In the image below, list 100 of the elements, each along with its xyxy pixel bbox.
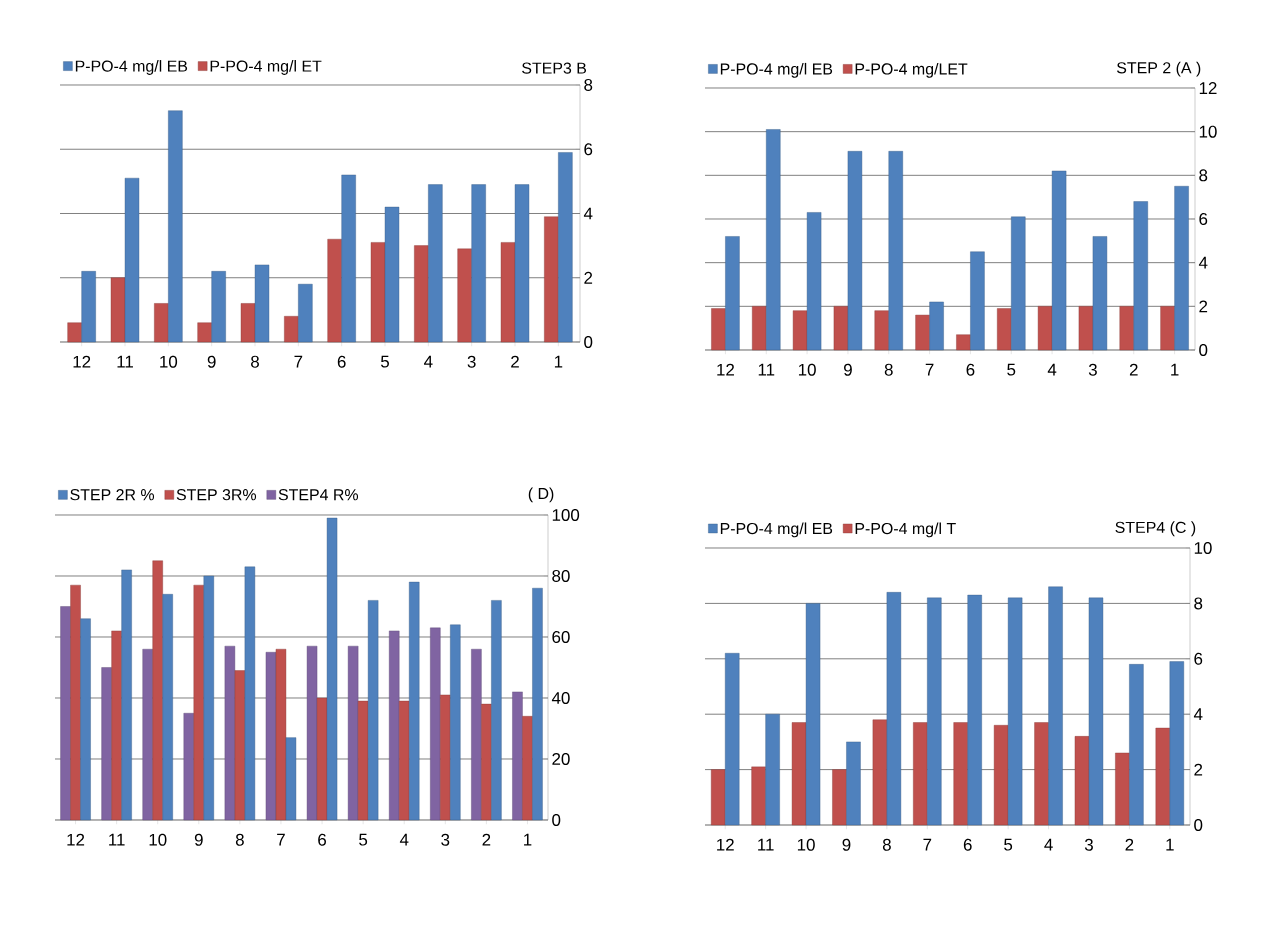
bar bbox=[514, 184, 530, 343]
bar bbox=[725, 236, 740, 351]
bar bbox=[872, 719, 888, 826]
bar bbox=[70, 584, 81, 821]
x-tick-label: 12 bbox=[717, 363, 734, 376]
bar bbox=[254, 264, 270, 343]
x-tick-label: 4 bbox=[1047, 363, 1057, 376]
bar bbox=[193, 584, 204, 821]
bar bbox=[244, 566, 256, 821]
y-tick-label: 2 bbox=[1194, 763, 1203, 776]
bar bbox=[993, 725, 1009, 826]
chart-title: STEP 2 (A ) bbox=[1116, 61, 1201, 77]
bar bbox=[792, 310, 808, 351]
y-tick-label: 6 bbox=[1194, 652, 1203, 665]
bar bbox=[285, 737, 297, 821]
bar bbox=[481, 703, 492, 821]
bar bbox=[1160, 306, 1175, 351]
x-tick-label: 1 bbox=[524, 833, 532, 846]
bar bbox=[1129, 664, 1144, 826]
bar bbox=[357, 700, 369, 821]
y-tick-label: 20 bbox=[552, 753, 570, 765]
bar bbox=[162, 594, 173, 821]
bar bbox=[752, 306, 767, 351]
bar bbox=[341, 174, 356, 343]
bar bbox=[1115, 752, 1130, 826]
bar bbox=[997, 308, 1012, 351]
bar bbox=[1169, 661, 1184, 826]
bar bbox=[399, 700, 410, 821]
bar bbox=[1011, 216, 1026, 351]
bar bbox=[265, 652, 277, 821]
y-tick-label: 4 bbox=[1198, 256, 1208, 269]
bar bbox=[430, 627, 441, 821]
bar bbox=[384, 206, 400, 343]
x-tick-label: 7 bbox=[923, 838, 932, 851]
bar bbox=[183, 713, 194, 821]
x-tick-label: 7 bbox=[294, 355, 303, 368]
bar bbox=[522, 716, 533, 821]
bar bbox=[67, 322, 82, 343]
x-tick-label: 9 bbox=[194, 833, 203, 846]
y-tick-label: 0 bbox=[584, 335, 593, 348]
bar bbox=[512, 691, 523, 821]
bar bbox=[967, 594, 982, 826]
bar bbox=[327, 239, 342, 343]
bar bbox=[347, 645, 359, 821]
y-tick-label: 6 bbox=[1199, 212, 1208, 225]
bar bbox=[1074, 736, 1090, 826]
bar bbox=[389, 630, 400, 821]
bar bbox=[234, 670, 246, 821]
x-tick-label: 8 bbox=[882, 838, 891, 851]
x-tick-label: 2 bbox=[511, 355, 519, 368]
y-tick-label: 8 bbox=[1199, 169, 1208, 182]
y-tick-label: 0 bbox=[552, 814, 561, 826]
bar bbox=[1034, 722, 1049, 826]
x-tick-label: 8 bbox=[251, 355, 259, 368]
x-tick-label: 6 bbox=[337, 355, 346, 368]
x-tick-label: 9 bbox=[842, 838, 851, 851]
bar bbox=[765, 714, 780, 826]
x-tick-label: 2 bbox=[1129, 363, 1138, 376]
bar bbox=[751, 766, 766, 826]
bar bbox=[805, 603, 821, 826]
bar bbox=[110, 277, 126, 343]
bar bbox=[833, 306, 849, 351]
bar bbox=[1133, 201, 1148, 351]
bar bbox=[847, 151, 863, 351]
bar bbox=[450, 624, 461, 821]
x-tick-label: 12 bbox=[67, 833, 85, 846]
bar bbox=[152, 560, 163, 821]
x-tick-label: 8 bbox=[884, 363, 893, 376]
bar bbox=[970, 251, 985, 351]
y-tick-label: 10 bbox=[1194, 542, 1212, 554]
x-tick-label: 1 bbox=[1171, 363, 1179, 376]
x-tick-label: 1 bbox=[1166, 838, 1174, 851]
legend-label: P-PO-4 mg/LET bbox=[855, 62, 968, 78]
x-tick-label: 5 bbox=[1007, 363, 1016, 376]
bar bbox=[711, 308, 726, 351]
y-tick-label: 4 bbox=[1193, 708, 1203, 721]
y-tick-label: 60 bbox=[552, 631, 570, 643]
y-tick-label: 2 bbox=[1199, 300, 1208, 313]
legend-label: STEP 3R% bbox=[176, 489, 257, 501]
y-tick-label: 4 bbox=[583, 207, 593, 220]
chart-title: STEP4 (C ) bbox=[1115, 521, 1196, 537]
bar bbox=[558, 152, 573, 343]
y-tick-label: 0 bbox=[1194, 819, 1203, 831]
bar bbox=[1092, 236, 1108, 351]
bar bbox=[168, 110, 183, 343]
x-tick-label: 12 bbox=[73, 355, 91, 368]
bar bbox=[886, 592, 902, 826]
x-tick-label: 9 bbox=[844, 363, 852, 376]
bar bbox=[915, 314, 930, 351]
bar bbox=[1119, 306, 1134, 351]
bar bbox=[1088, 597, 1104, 826]
bar bbox=[326, 517, 338, 821]
bar bbox=[1048, 586, 1063, 826]
bar bbox=[154, 303, 169, 343]
x-tick-label: 10 bbox=[798, 363, 816, 376]
x-tick-label: 7 bbox=[277, 833, 285, 846]
y-tick-label: 2 bbox=[584, 271, 593, 284]
y-tick-label: 6 bbox=[584, 143, 593, 156]
bar bbox=[953, 722, 968, 826]
x-tick-label: 1 bbox=[554, 355, 563, 368]
